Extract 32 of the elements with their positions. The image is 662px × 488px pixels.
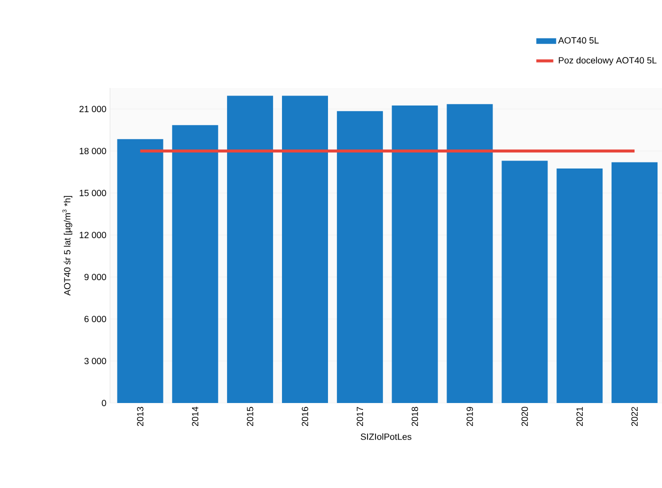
bar	[336, 111, 383, 403]
y-tick-label: 9 000	[84, 274, 106, 280]
bar	[612, 162, 658, 403]
y-tick-label: 15 000	[80, 190, 106, 196]
x-tick-label: 2016	[302, 406, 308, 426]
y-tick-label: 6 000	[84, 316, 106, 322]
bar	[446, 104, 493, 403]
y-tick-label: 21 000	[80, 106, 106, 112]
bar	[556, 168, 603, 403]
bar	[392, 105, 438, 403]
bar	[502, 160, 548, 403]
bar	[172, 125, 218, 403]
bar	[282, 96, 328, 403]
x-tick-label: 2015	[246, 406, 254, 426]
legend-label: AOT40 5L	[558, 37, 599, 44]
y-tick-label: 3 000	[84, 358, 106, 364]
x-tick-label: 2020	[522, 406, 528, 426]
x-tick-label: 2013	[137, 406, 144, 426]
x-tick-label: 2022	[631, 406, 638, 426]
y-axis-title: AOT40 śr 5 lat [µg/m$^{3}$ *h]	[62, 196, 72, 296]
bar	[227, 96, 274, 403]
legend-label: Poz docelowy AOT40 5L	[558, 56, 657, 66]
x-tick-label: 2017	[356, 406, 364, 426]
x-tick-label: 2014	[192, 406, 198, 426]
y-tick-label: 0	[102, 400, 106, 406]
bar	[117, 139, 164, 403]
x-tick-label: 2021	[576, 406, 583, 426]
y-tick-label: 12 000	[80, 232, 106, 238]
x-axis-title: SIZIolPotLes	[360, 433, 412, 440]
x-tick-label: 2019	[466, 406, 473, 426]
x-tick-label: 2018	[412, 406, 418, 426]
y-tick-label: 18 000	[80, 148, 106, 154]
